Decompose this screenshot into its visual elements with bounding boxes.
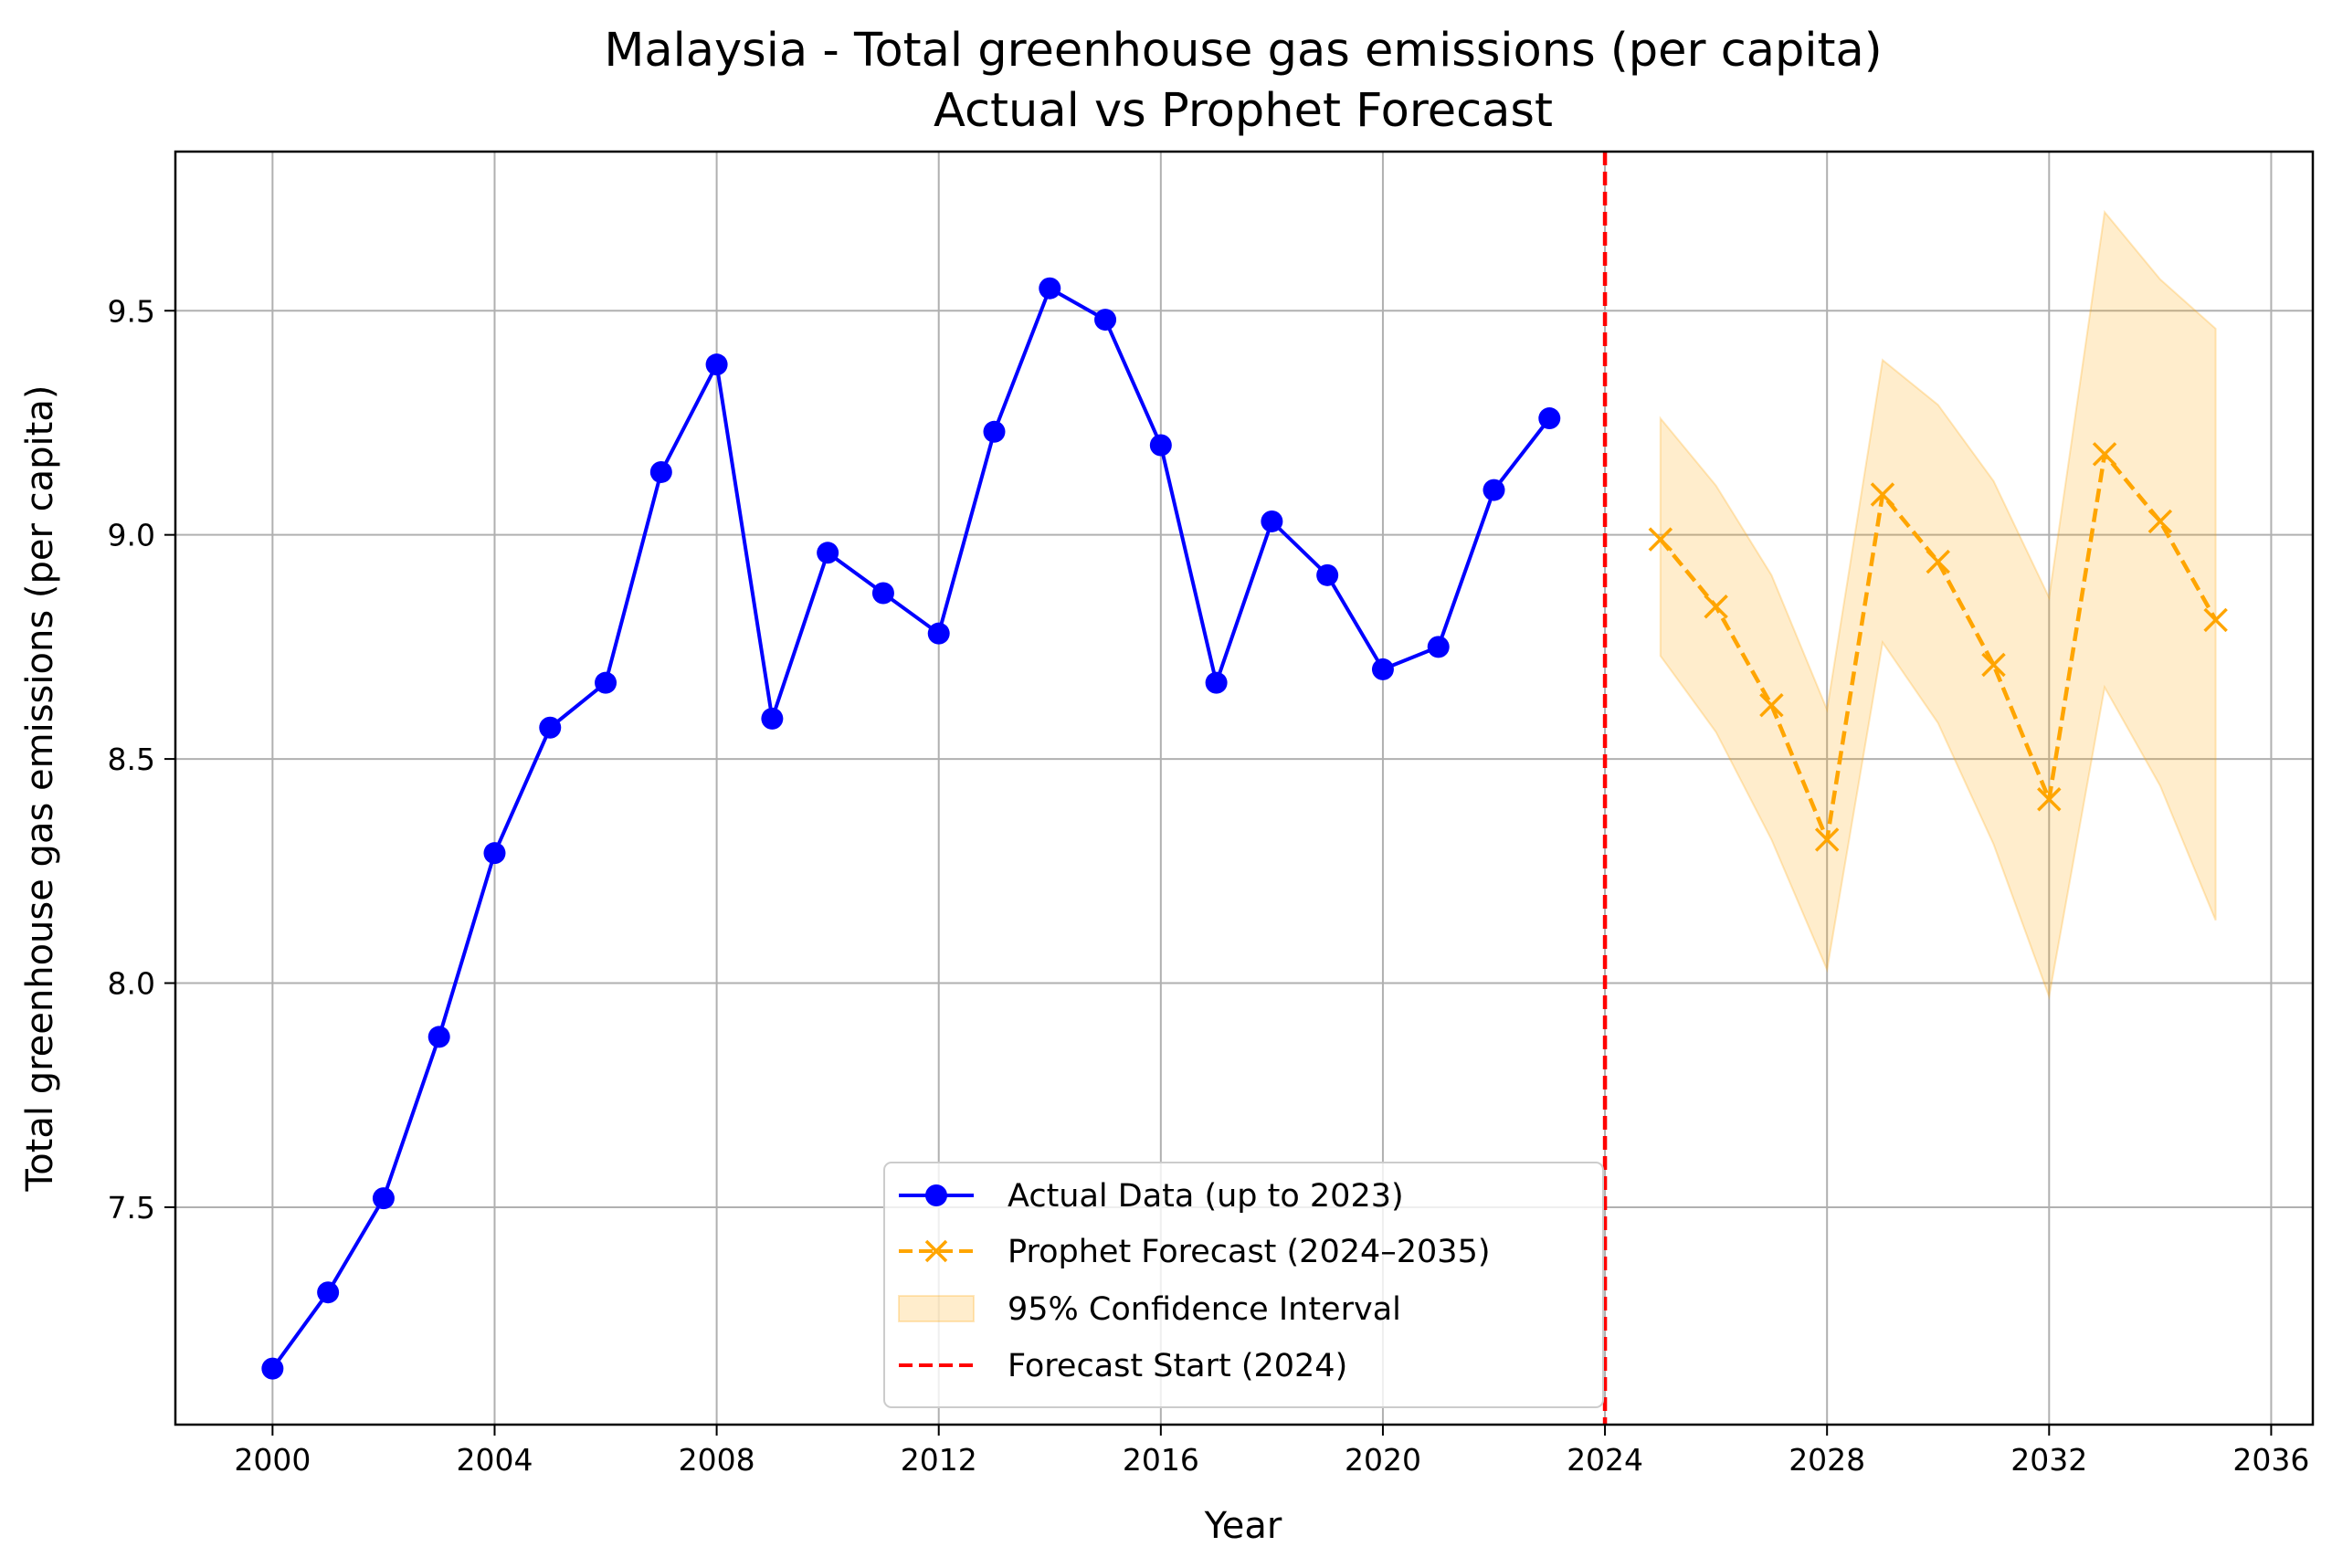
forecast-marker-stroke bbox=[1704, 594, 1728, 619]
legend-ci-swatch bbox=[898, 1295, 975, 1322]
x-tick-label: 2016 bbox=[1123, 1442, 1199, 1478]
forecast-marker-stroke bbox=[2203, 607, 2228, 633]
actual-data-point bbox=[1371, 658, 1394, 680]
legend-forecast-label: Prophet Forecast (2024–2035) bbox=[1008, 1234, 1491, 1270]
forecast-marker-stroke bbox=[1759, 692, 1784, 718]
confidence-band-layer bbox=[1659, 209, 2217, 1001]
actual-data-point bbox=[1483, 479, 1505, 501]
legend-ci-label: 95% Confidence Interval bbox=[1008, 1291, 1401, 1328]
actual-data-point bbox=[761, 707, 784, 730]
actual-data-point bbox=[927, 622, 950, 645]
actual-data-point bbox=[1316, 563, 1339, 586]
forecast-marker-stroke bbox=[2037, 787, 2062, 812]
actual-data-point bbox=[1427, 636, 1450, 658]
actual-data-point bbox=[317, 1281, 340, 1304]
forecast-data-point bbox=[2203, 607, 2228, 633]
actual-data-point bbox=[1039, 277, 1061, 300]
forecast-data-point bbox=[2037, 787, 2062, 812]
actual-data-point bbox=[1149, 434, 1172, 457]
forecast-data-point bbox=[1648, 527, 1673, 552]
actual-data-point bbox=[705, 353, 728, 376]
actual-data-point bbox=[261, 1357, 284, 1380]
y-axis-label: Total greenhouse gas emissions (per capi… bbox=[19, 385, 61, 1193]
legend-actual-marker bbox=[925, 1184, 947, 1206]
y-tick-label: 9.5 bbox=[108, 293, 155, 329]
x-tick-label: 2008 bbox=[679, 1442, 755, 1478]
forecast-series-line bbox=[1659, 452, 2218, 842]
actual-data-point bbox=[1205, 671, 1228, 694]
y-tick-label: 8.5 bbox=[108, 742, 155, 777]
x-tick-label: 2012 bbox=[901, 1442, 977, 1478]
forecast-data-point bbox=[2092, 442, 2117, 467]
forecast-marker-stroke bbox=[1926, 549, 1950, 574]
y-tick-label: 8.0 bbox=[108, 966, 155, 1002]
forecast-marker-stroke bbox=[1648, 527, 1673, 552]
actual-data-point bbox=[483, 842, 506, 865]
actual-data-point bbox=[817, 542, 839, 564]
x-tick-label: 2036 bbox=[2232, 1442, 2309, 1478]
actual-data-point bbox=[539, 716, 562, 739]
forecast-marker-stroke bbox=[2147, 509, 2173, 534]
forecast-data-point bbox=[1926, 549, 1950, 574]
y-tick-label: 9.0 bbox=[108, 518, 155, 553]
x-tick-label: 2000 bbox=[234, 1442, 311, 1478]
legend-forecast-start-label: Forecast Start (2024) bbox=[1008, 1348, 1347, 1384]
actual-data-point bbox=[1261, 510, 1283, 532]
x-tick-label: 2024 bbox=[1567, 1442, 1643, 1478]
forecast-marker-stroke bbox=[1981, 652, 2006, 678]
y-tick-label: 7.5 bbox=[108, 1190, 155, 1226]
actual-data-point bbox=[427, 1026, 450, 1048]
legend-box bbox=[883, 1162, 1604, 1408]
actual-data-point bbox=[871, 582, 894, 605]
legend-forecast-marker bbox=[924, 1239, 948, 1263]
plot-area-frame bbox=[174, 150, 2315, 1426]
forecast-data-point bbox=[1870, 482, 1895, 507]
x-tick-label: 2020 bbox=[1345, 1442, 1421, 1478]
axis-ticks: 2000 2004 2008 2012 2016 2020 2024 2028 2032 2036… bbox=[108, 293, 2310, 1478]
forecast-marker-stroke bbox=[1870, 482, 1895, 507]
series-layer bbox=[261, 277, 2228, 1380]
forecast-data-point bbox=[1759, 692, 1784, 718]
confidence-band bbox=[1659, 209, 2217, 1001]
x-axis-label: Year bbox=[1204, 1505, 1282, 1547]
actual-series-line bbox=[270, 286, 1551, 1370]
actual-data-point bbox=[595, 671, 617, 694]
x-tick-label: 2004 bbox=[456, 1442, 533, 1478]
forecast-data-point bbox=[2147, 509, 2173, 534]
forecast-marker-stroke bbox=[1814, 827, 1840, 852]
actual-data-point bbox=[983, 420, 1006, 443]
legend: Actual Data (up to 2023) Prophet Forecas… bbox=[883, 1162, 1604, 1408]
actual-data-point bbox=[372, 1187, 395, 1210]
actual-data-point bbox=[1538, 407, 1561, 430]
actual-data-point bbox=[649, 460, 672, 483]
legend-actual-label: Actual Data (up to 2023) bbox=[1008, 1178, 1404, 1215]
x-tick-label: 2028 bbox=[1789, 1442, 1865, 1478]
chart-title: Malaysia - Total greenhouse gas emission… bbox=[604, 24, 1882, 78]
x-tick-label: 2032 bbox=[2010, 1442, 2087, 1478]
forecast-data-point bbox=[1814, 827, 1840, 852]
actual-data-point bbox=[1094, 309, 1117, 331]
forecast-data-point bbox=[1704, 594, 1728, 619]
forecast-data-point bbox=[1981, 652, 2006, 678]
chart-subtitle: Actual vs Prophet Forecast bbox=[934, 84, 1553, 138]
forecast-marker-stroke bbox=[2092, 442, 2117, 467]
